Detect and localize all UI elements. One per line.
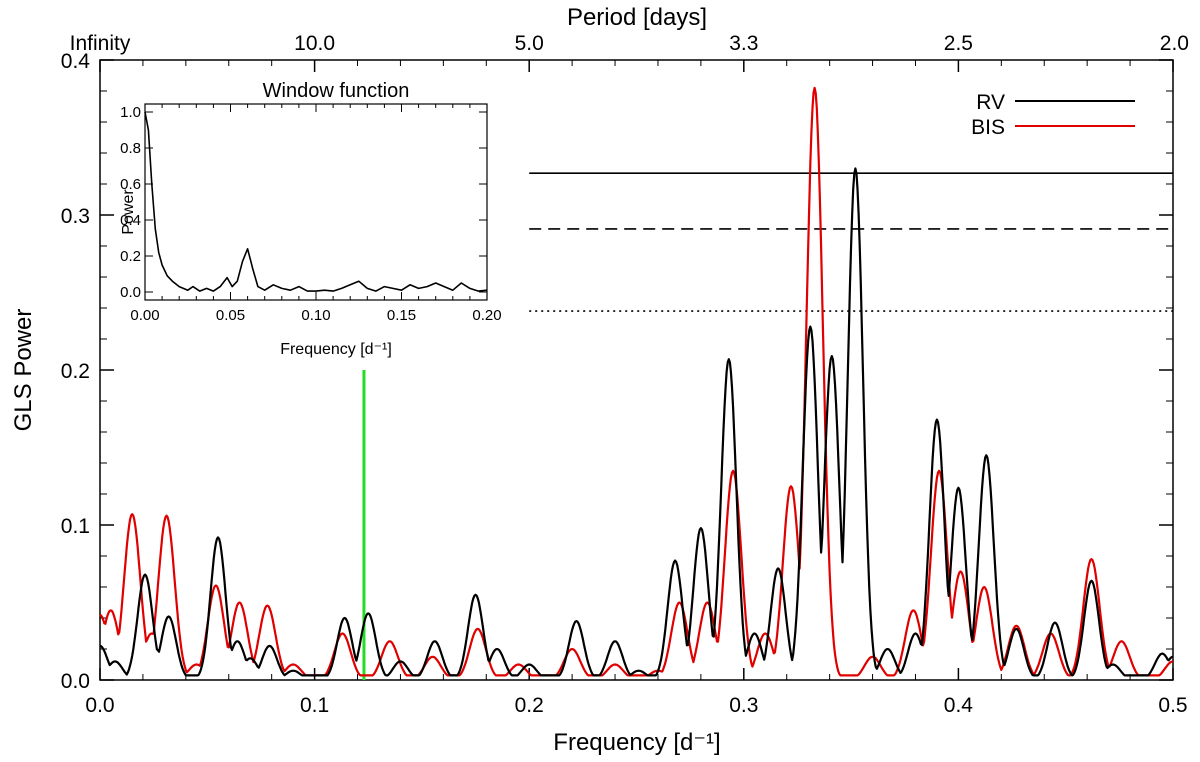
window-function-inset: 0.00 0.05 0.10 0.15 0.20 0.0 0.2 0.4 0.6 0.8 1.0 Wi… <box>120 80 502 358</box>
top-tick-label: 3.3 <box>729 32 758 55</box>
x-tick-label: 0.2 <box>515 694 544 717</box>
inset-y-tick-label: 0.6 <box>120 176 141 193</box>
top-tick-label: 2.0 <box>1160 32 1189 55</box>
inset-y-tick-label: 1.0 <box>120 104 141 121</box>
y-axis-title: GLS Power <box>10 309 37 432</box>
y-tick-label: 0.4 <box>61 50 91 73</box>
top-tick-label: 10.0 <box>294 32 335 55</box>
inset-y-tick-label: 0.2 <box>120 248 141 265</box>
legend-label-bis: BIS <box>971 116 1005 139</box>
x-axis-title: Frequency [d⁻¹] <box>553 729 720 756</box>
inset-x-tick-label: 0.20 <box>472 307 501 324</box>
x-tick-label: 0.4 <box>944 694 974 717</box>
legend: RV BIS <box>971 91 1135 139</box>
y-tick-label: 0.2 <box>61 360 90 383</box>
top-tick-label: 2.5 <box>944 32 973 55</box>
inset-x-tick-label: 0.15 <box>387 307 416 324</box>
inset-x-tick-label: 0.05 <box>216 307 245 324</box>
inset-x-axis-title: Frequency [d⁻¹] <box>280 341 392 358</box>
top-tick-label: 5.0 <box>515 32 544 55</box>
inset-x-tick-label: 0.00 <box>130 307 159 324</box>
y-tick-label: 0.0 <box>61 670 90 693</box>
inset-x-tick-label: 0.10 <box>301 307 330 324</box>
x-tick-label: 0.0 <box>85 694 114 717</box>
inset-frame <box>144 103 488 301</box>
series-line-bis <box>99 86 1174 677</box>
series-line-rv <box>99 167 1174 677</box>
x-tick-label: 0.5 <box>1158 694 1187 717</box>
inset-y-tick-label: 0.0 <box>120 284 141 301</box>
x-tick-label: 0.3 <box>729 694 758 717</box>
y-tick-label: 0.1 <box>61 515 90 538</box>
y-tick-label: 0.3 <box>61 205 90 228</box>
top-axis-title: Period [days] <box>567 4 707 31</box>
x-tick-label: 0.1 <box>300 694 329 717</box>
legend-label-rv: RV <box>976 91 1005 114</box>
inset-title: Window function <box>263 80 410 102</box>
main-plot-area: 0.0 0.1 0.2 0.3 0.4 0.50.00.10.20.30.4Infinit… <box>61 32 1189 717</box>
top-tick-label: Infinity <box>70 32 131 55</box>
inset-series-line <box>144 111 488 292</box>
inset-y-axis-title: Power <box>120 189 137 235</box>
inset-y-tick-label: 0.8 <box>120 140 141 157</box>
inset-y-tick-label: 0.4 <box>120 212 141 229</box>
